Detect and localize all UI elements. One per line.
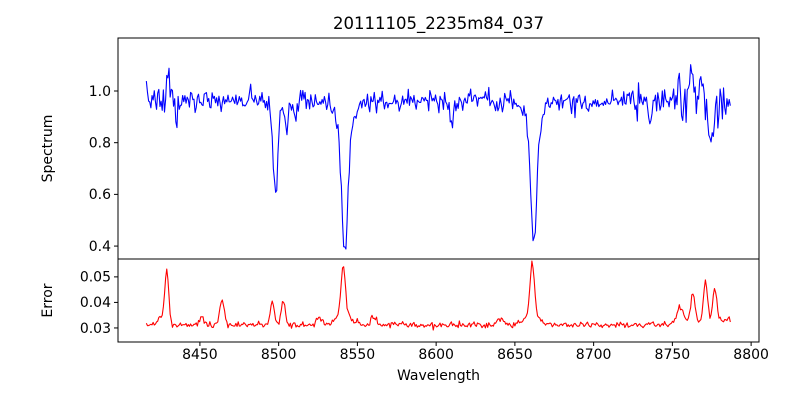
plot-area: 8450 8500 8550 8600 8650 8700 8750 8800 0.4 0.6 0.… [80, 37, 769, 363]
error-y-tick-label: 0.05 [80, 270, 111, 286]
chart-title: 20111105_2235m84_037 [333, 14, 544, 34]
x-axis-label: Wavelength [397, 368, 480, 384]
spectrum-y-tick-label: 0.4 [89, 239, 111, 255]
x-tick-label: 8500 [261, 347, 297, 363]
x-tick-label: 8650 [497, 347, 533, 363]
error-y-tick-label: 0.03 [80, 321, 111, 337]
error-y-tick-label: 0.04 [80, 295, 111, 311]
error-y-axis-label: Error [40, 283, 56, 317]
spectrum-line [145, 64, 731, 250]
error-line [145, 260, 731, 331]
spectrum-panel-border [117, 37, 760, 260]
x-tick-label: 8750 [655, 347, 691, 363]
error-panel-border [117, 258, 760, 343]
spectrum-y-tick-label: 0.8 [89, 135, 111, 151]
spectrum-y-axis-label: Spectrum [40, 115, 56, 183]
x-tick-label: 8450 [182, 347, 218, 363]
x-tick-label: 8600 [418, 347, 454, 363]
spectrum-y-tick-label: 0.6 [89, 187, 111, 203]
x-tick-label: 8550 [340, 347, 376, 363]
x-tick-label: 8800 [733, 347, 769, 363]
x-tick-label: 8700 [576, 347, 612, 363]
spectrum-y-tick-label: 1.0 [89, 84, 111, 100]
